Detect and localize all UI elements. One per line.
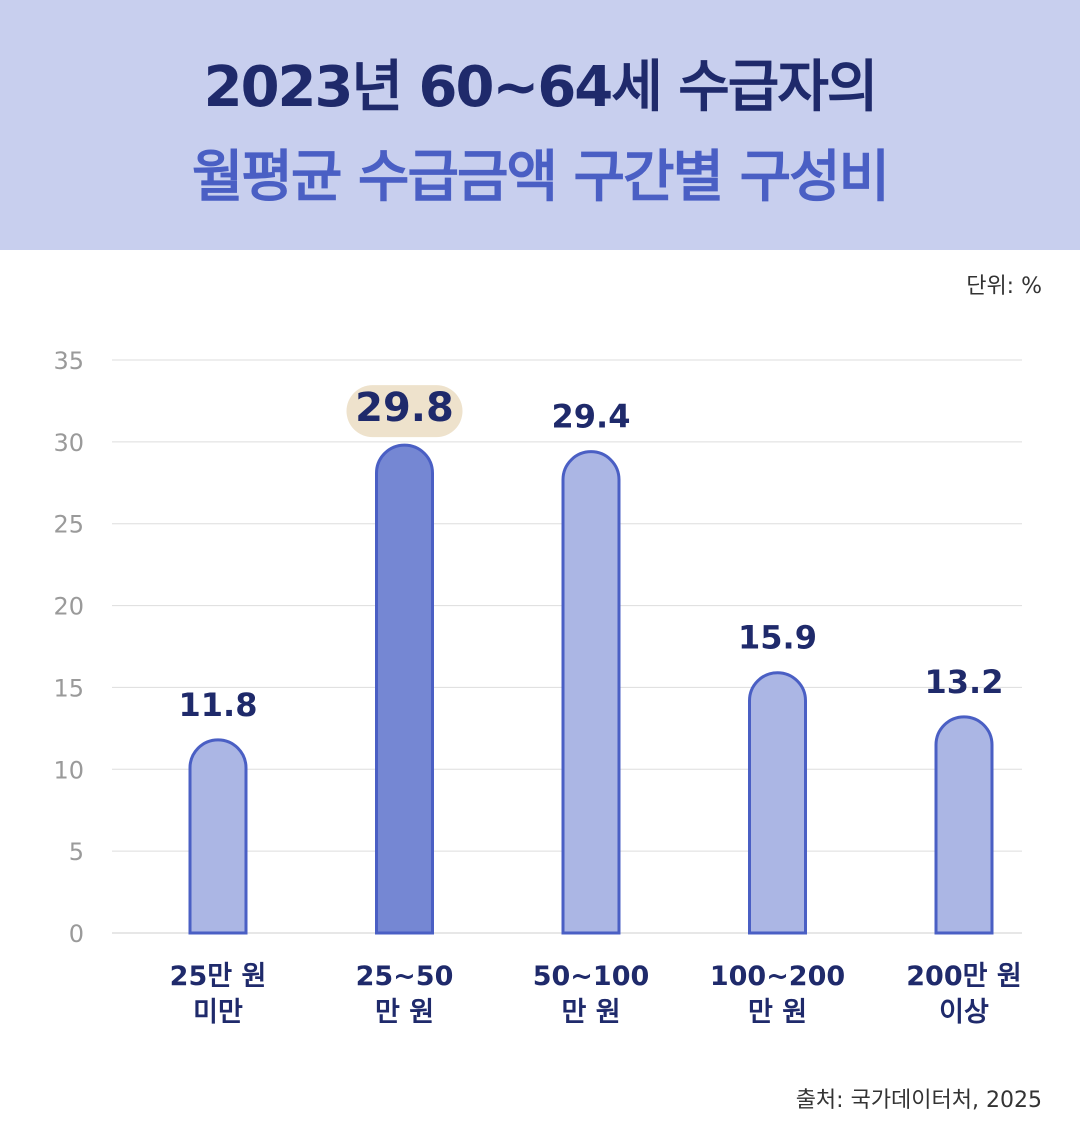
x-category-label: 25만 원 [170,961,267,992]
y-tick-label: 10 [53,756,84,784]
y-tick-label: 5 [69,838,84,866]
bar [375,443,434,935]
y-tick-label: 15 [53,674,84,702]
title-line-2: 월평균 수급금액 구간별 구성비 [191,145,890,210]
x-category-label: 100~200 [710,961,845,992]
y-tick-label: 25 [53,511,84,539]
bar [188,738,248,935]
source-label: 출처: 국가데이터처, 2025 [795,1088,1042,1113]
data-label: 29.4 [552,398,631,436]
x-category-label: 이상 [939,997,989,1028]
x-category-label: 25~50 [356,961,454,992]
y-tick-label: 35 [53,347,84,375]
data-label: 13.2 [925,663,1004,701]
unit-label: 단위: % [966,274,1042,299]
bar [561,450,621,935]
y-tick-label: 20 [53,593,84,621]
x-category-label: 만 원 [375,997,434,1028]
data-label: 29.8 [355,385,454,431]
bar [934,715,994,935]
x-category-label: 200만 원 [906,961,1021,992]
y-tick-label: 30 [53,429,84,457]
data-label: 11.8 [179,686,258,724]
x-category-label: 50~100 [533,961,650,992]
data-label: 15.9 [738,619,817,657]
title-line-1: 2023년 60~64세 수급자의 [203,55,879,120]
header-banner: 2023년 60~64세 수급자의 월평균 수급금액 구간별 구성비 [0,0,1080,250]
x-category-label: 미만 [193,997,243,1028]
bar [748,671,807,935]
x-category-label: 만 원 [748,997,807,1028]
highlight-label-badge [346,385,463,438]
x-category-label: 만 원 [561,997,620,1028]
y-tick-label: 0 [69,920,84,948]
